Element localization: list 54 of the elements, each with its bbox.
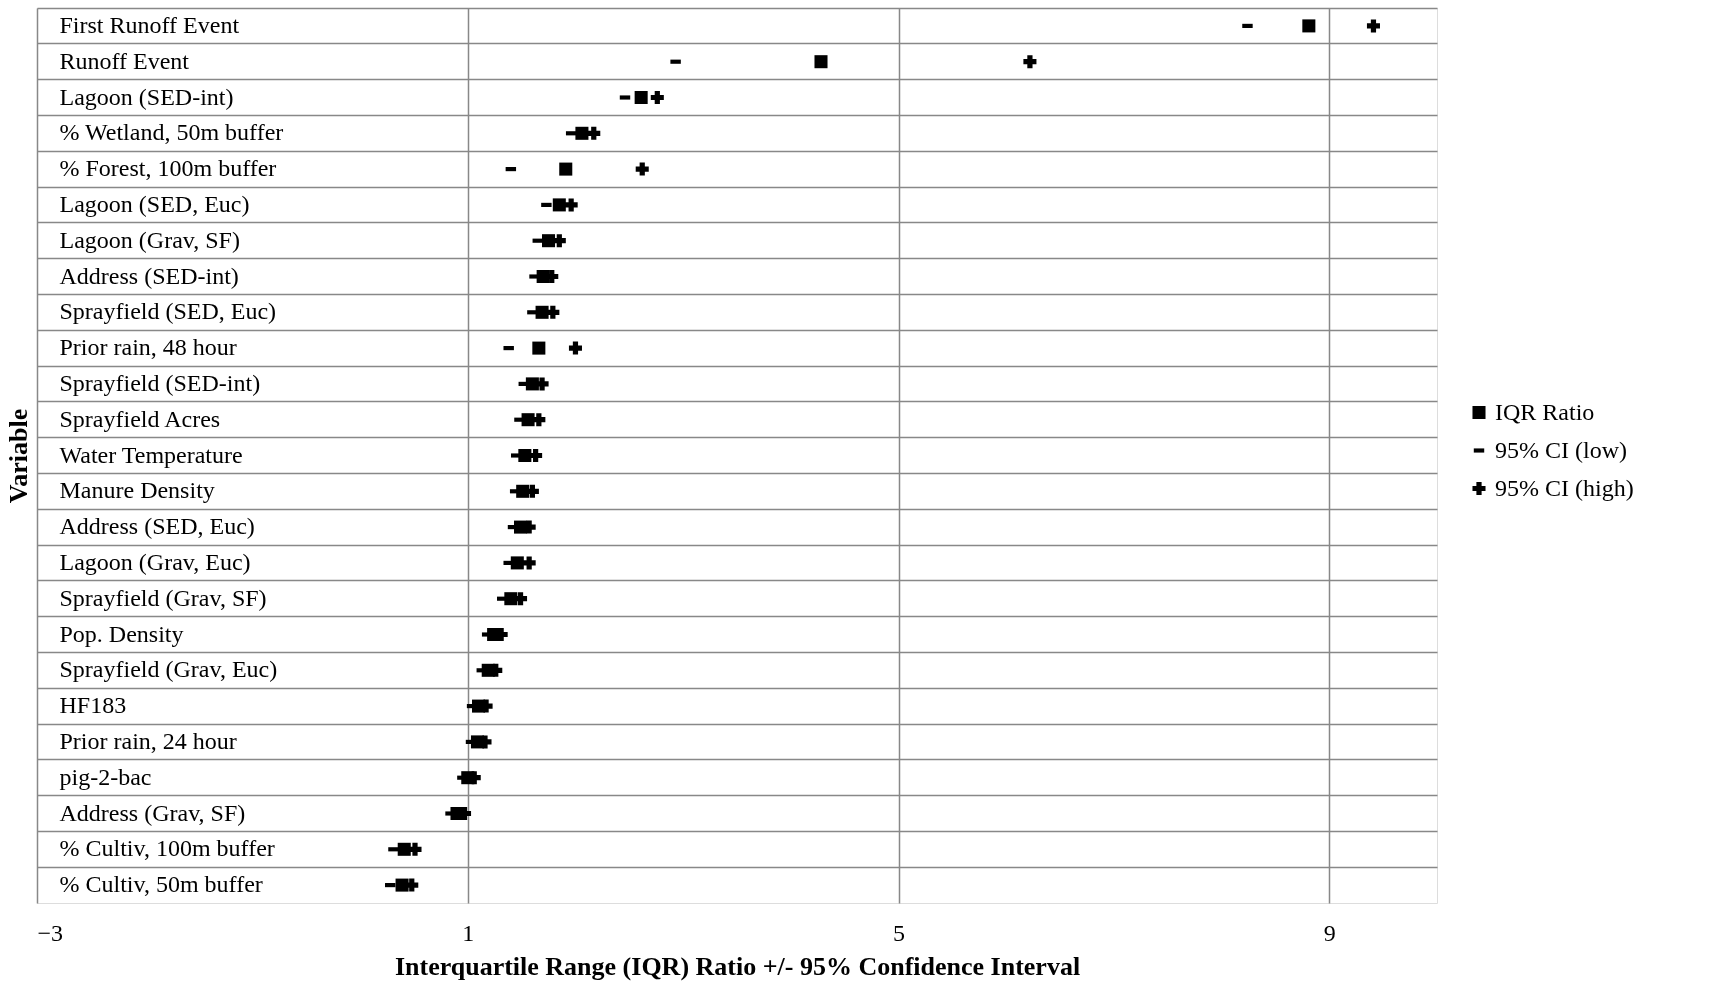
y-tick-label: Lagoon (Grav, Euc) [59, 548, 251, 575]
point [1366, 19, 1380, 33]
y-tick-label: Lagoon (SED-int) [59, 83, 234, 110]
y-tick-label: Prior rain, 48 hour [59, 334, 237, 361]
point [522, 556, 536, 570]
point [529, 448, 543, 463]
y-tick-label: % Wetland, 50m buffer [59, 119, 284, 146]
y-tick-label: Manure Density [59, 477, 215, 504]
y-tick-label: Sprayfield Acres [59, 405, 221, 432]
x-tick-label: −3 [37, 919, 64, 946]
y-tick-label: % Cultiv, 50m buffer [59, 871, 263, 898]
y-tick-label: % Cultiv, 100m buffer [59, 835, 275, 862]
y-tick-label: First Runoff Event [59, 11, 240, 38]
point [552, 198, 566, 212]
x-tick-label: 9 [1323, 919, 1336, 946]
point [564, 198, 578, 212]
point [408, 842, 422, 856]
x-tick-label: 1 [462, 919, 475, 946]
point [532, 413, 546, 427]
point [635, 162, 649, 176]
point [546, 305, 560, 319]
y-tick-label: Address (SED, Euc) [59, 513, 255, 540]
y-tick-label: Runoff Event [59, 47, 190, 74]
point [1302, 19, 1316, 33]
y-tick-label: Address (SED-int) [59, 262, 239, 289]
point [1023, 55, 1037, 69]
point [814, 55, 828, 69]
y-tick-label: Lagoon (Grav, SF) [59, 226, 240, 253]
point [634, 90, 648, 105]
point [542, 234, 556, 248]
legend-label: 95% CI (high) [1495, 474, 1634, 501]
y-tick-label: pig-2-bac [59, 763, 152, 790]
point [587, 126, 601, 140]
y-tick-label: Pop. Density [59, 620, 184, 647]
point [575, 126, 589, 140]
y-tick-label: HF183 [59, 692, 127, 719]
y-tick-label: Sprayfield (Grav, Euc) [59, 656, 278, 683]
point [532, 341, 546, 355]
legend-label: 95% CI (low) [1495, 436, 1627, 463]
x-axis-title: Interquartile Range (IQR) Ratio +/- 95% Confidence Interval [394, 951, 1081, 981]
point [559, 162, 573, 176]
y-tick-label: Sprayfield (SED-int) [59, 369, 261, 396]
point [650, 90, 664, 105]
y-tick-label: Sprayfield (Grav, SF) [59, 584, 267, 611]
y-tick-label: Prior rain, 24 hour [59, 727, 237, 754]
point [568, 341, 582, 355]
legend-label: IQR Ratio [1495, 398, 1595, 425]
y-tick-label: % Forest, 100m buffer [59, 155, 277, 182]
x-tick-label: 5 [893, 919, 906, 946]
y-tick-label: Lagoon (SED, Euc) [59, 190, 250, 217]
y-tick-label: Sprayfield (SED, Euc) [59, 298, 277, 325]
y-tick-label: Water Temperature [59, 441, 243, 468]
y-tick-label: Address (Grav, SF) [59, 799, 246, 826]
y-axis-title: Variable [3, 408, 33, 504]
